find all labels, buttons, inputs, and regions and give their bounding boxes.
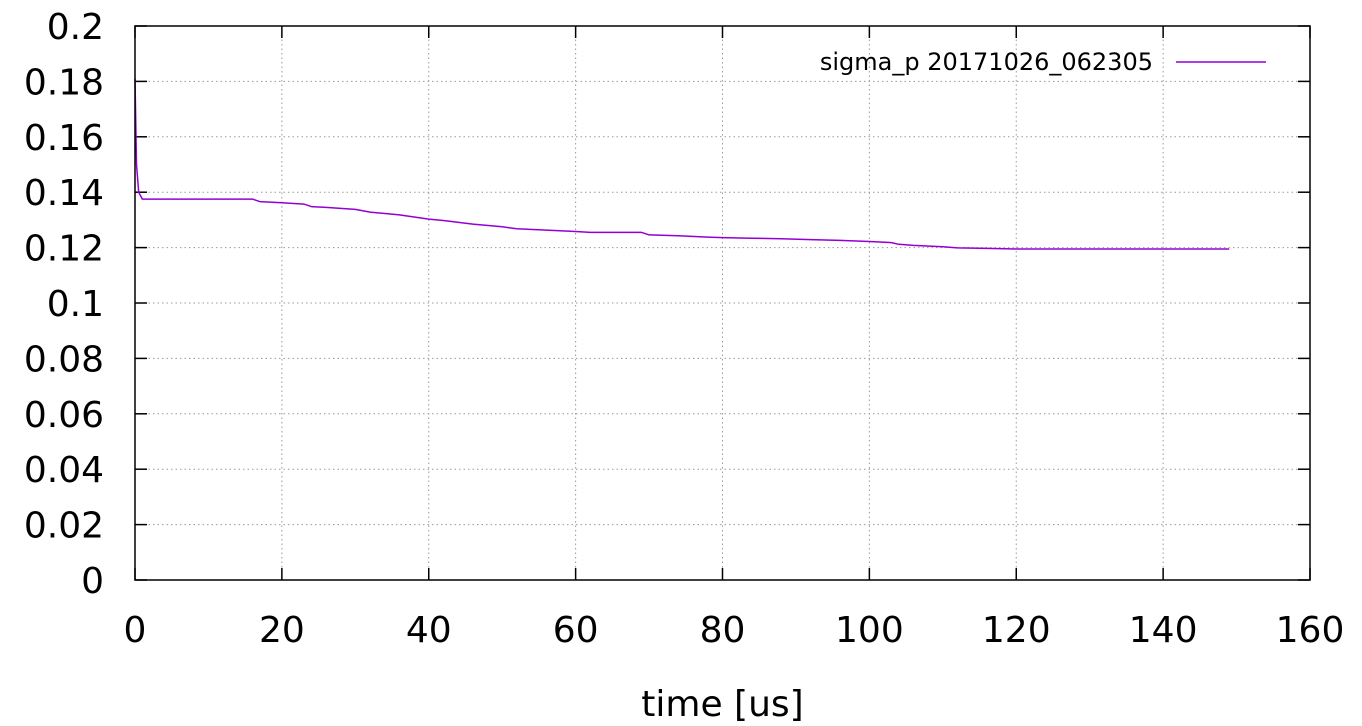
- y-tick-label: 0.08: [24, 339, 104, 380]
- y-tick-label: 0.14: [24, 173, 104, 214]
- series-line: [134, 78, 1230, 250]
- y-tick-label: 0.06: [24, 395, 104, 436]
- x-tick-label: 140: [1129, 610, 1198, 651]
- x-tick-label: 160: [1276, 610, 1345, 651]
- y-tick-label: 0.1: [47, 284, 104, 325]
- x-tick-label: 80: [700, 610, 746, 651]
- x-tick-label: 40: [406, 610, 452, 651]
- x-tick-label: 20: [259, 610, 305, 651]
- label-layer: 0 20 40 60 80 100 120 140 160 0 0.02 0.04 0.06 0.08 0.…: [24, 7, 1345, 651]
- y-tick-label: 0.12: [24, 229, 104, 270]
- legend: sigma_p 20171026_062305: [820, 48, 1266, 76]
- x-tick-label: 60: [553, 610, 599, 651]
- y-tick-label: 0.04: [24, 450, 104, 491]
- x-tick-label: 120: [982, 610, 1051, 651]
- x-tick-label: 100: [835, 610, 904, 651]
- y-tick-label: 0.02: [24, 506, 104, 547]
- y-tick-label: 0.2: [47, 7, 104, 48]
- legend-label: sigma_p 20171026_062305: [820, 48, 1153, 76]
- x-axis-title: time [us]: [641, 684, 803, 725]
- series-layer: [134, 78, 1230, 250]
- y-tick-label: 0: [81, 561, 104, 602]
- grid-layer: [135, 26, 1310, 580]
- y-tick-label: 0.18: [24, 62, 104, 103]
- plot-frame: [134, 25, 1311, 581]
- x-tick-label: 0: [124, 610, 147, 651]
- y-tick-label: 0.16: [24, 118, 104, 159]
